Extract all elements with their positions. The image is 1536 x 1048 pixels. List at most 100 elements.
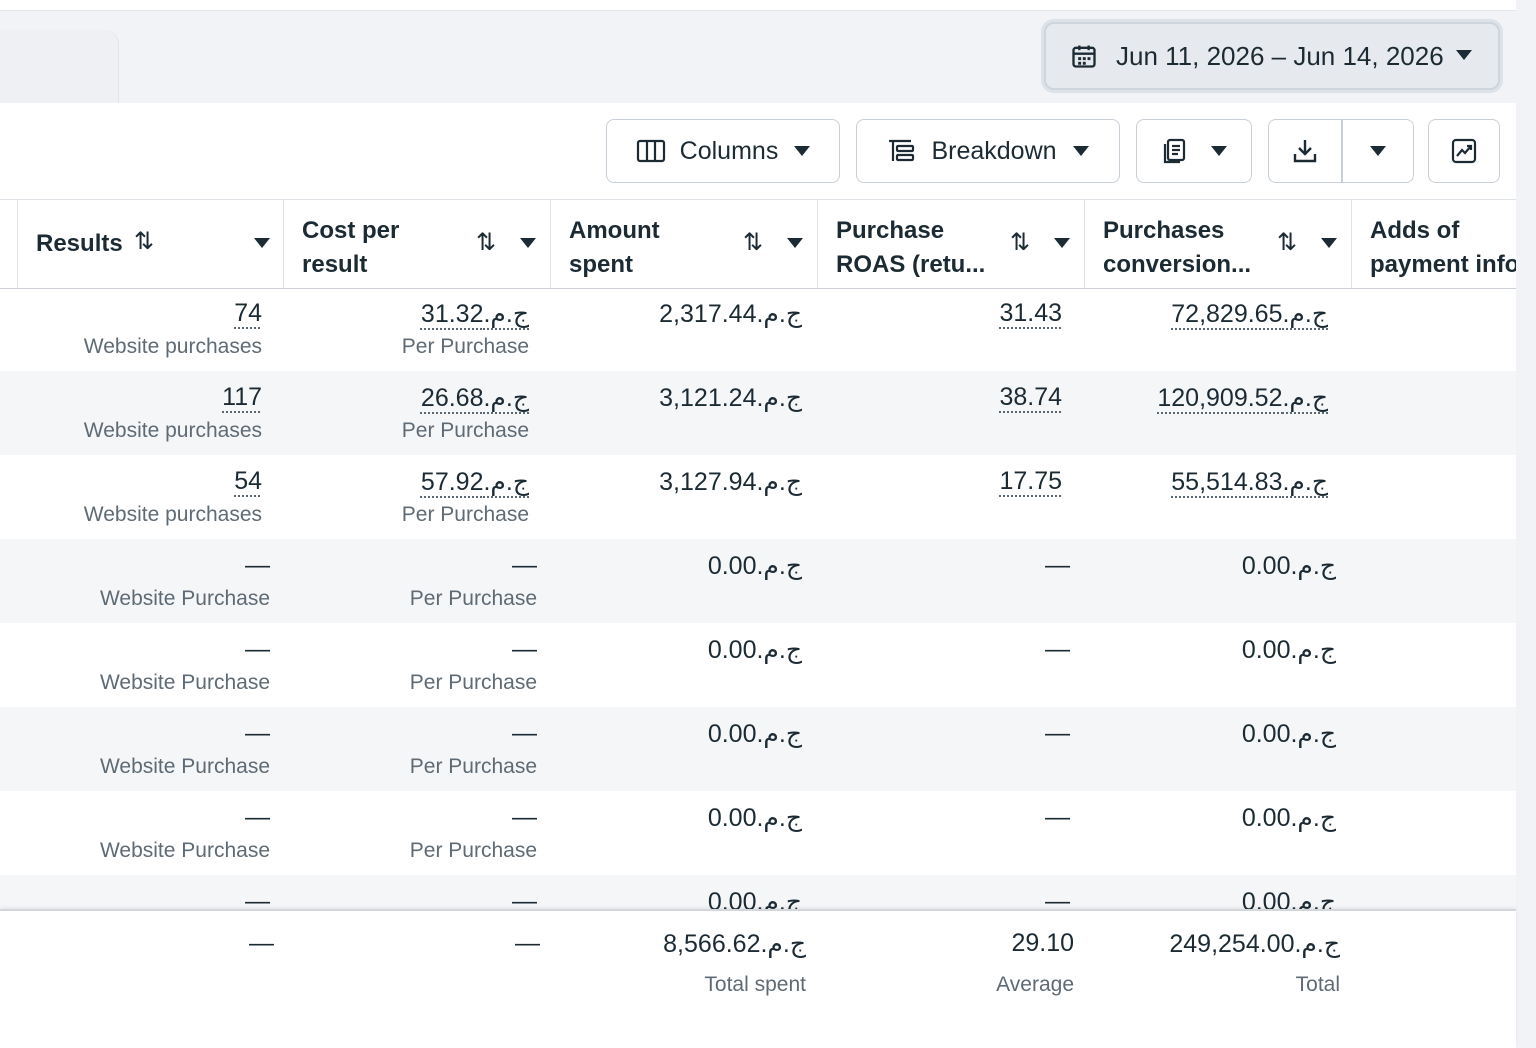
totals-row: — — 8,566.62ج.م.‏ Total spent 29.10 Aver…	[0, 909, 1516, 1048]
row-cost-per-result-caption: Per Purchase	[401, 503, 529, 526]
total-results: —	[249, 929, 274, 957]
column-title: Purchase ROAS (retu...	[836, 217, 986, 278]
column-header-adds-payment-info[interactable]: Adds of payment info	[1352, 200, 1516, 288]
row-results-caption: Website purchases	[83, 503, 262, 526]
sort-icon[interactable]: ⇅	[1010, 229, 1031, 256]
table-row[interactable]: 74 Website purchases 31.32ج.م.‏ Per Purchas…	[0, 287, 1516, 371]
row-cost-per-result-caption: Per Purchase	[409, 839, 537, 862]
row-cost-per-result[interactable]: 26.68ج.م.‏	[420, 384, 529, 412]
sort-icon[interactable]: ⇅	[1277, 229, 1298, 256]
row-results[interactable]: 117	[222, 383, 262, 411]
row-amount-spent: 0.00ج.م.‏	[707, 552, 802, 580]
row-cost-per-result[interactable]: 57.92ج.م.‏	[420, 468, 529, 496]
table-row[interactable]: — Website Purchase — Per Purchase 0.00ج.م.‏ —…	[0, 539, 1516, 623]
row-purchase-roas: —	[1045, 803, 1070, 831]
main-panel: Columns Breakdown	[0, 103, 1516, 1048]
row-cost-per-result: —	[512, 719, 537, 747]
row-purchases-conversion: 0.00ج.م.‏	[1241, 804, 1336, 832]
date-range-picker[interactable]: Jun 11, 2026 – Jun 14, 2026	[1044, 22, 1500, 90]
row-cost-per-result-caption: Per Purchase	[409, 587, 537, 610]
row-purchase-roas[interactable]: 38.74	[999, 383, 1062, 411]
caret-down-icon[interactable]	[787, 238, 803, 248]
table-row[interactable]: — Website Purchase — Per Purchase 0.00ج.م.‏ —…	[0, 707, 1516, 791]
column-header-cost-per-result[interactable]: Cost per result ⇅	[284, 200, 551, 288]
row-purchases-conversion[interactable]: 55,514.83ج.م.‏	[1171, 468, 1328, 496]
row-results: —	[245, 551, 270, 579]
top-header-strip	[0, 0, 1536, 11]
sort-icon[interactable]: ⇅	[743, 229, 764, 256]
row-purchase-roas: —	[1045, 887, 1070, 909]
chevron-down-icon	[794, 146, 811, 156]
sort-icon[interactable]: ⇅	[134, 228, 155, 255]
row-amount-spent: 2,317.44ج.م.‏	[659, 300, 802, 328]
row-purchase-roas: —	[1045, 635, 1070, 663]
column-header-amount-spent[interactable]: Amount spent ⇅	[551, 200, 818, 288]
total-cost-per-result: —	[515, 929, 540, 957]
column-header-partial	[0, 200, 18, 288]
row-results-caption: Website Purchase	[99, 755, 270, 778]
row-purchase-roas: —	[1045, 551, 1070, 579]
date-range-label: Jun 11, 2026 – Jun 14, 2026	[1116, 40, 1444, 71]
row-cost-per-result: —	[512, 635, 537, 663]
table-row[interactable]: 117 Website purchases 26.68ج.م.‏ Per Purcha…	[0, 371, 1516, 455]
column-header-purchase-roas[interactable]: Purchase ROAS (retu... ⇅	[818, 200, 1085, 288]
columns-button[interactable]: Columns	[606, 119, 840, 183]
breakdown-button[interactable]: Breakdown	[856, 119, 1120, 183]
table-row[interactable]: — Website Purchase — Per Purchase 0.00ج.م.‏ —…	[0, 623, 1516, 707]
caret-down-icon[interactable]	[1321, 238, 1337, 248]
row-purchases-conversion[interactable]: 72,829.65ج.م.‏	[1171, 300, 1328, 328]
caret-down-icon[interactable]	[254, 238, 270, 248]
row-purchase-roas[interactable]: 31.43	[999, 299, 1062, 327]
breakdown-label: Breakdown	[931, 136, 1057, 165]
table-row[interactable]: — Website Purchase — Per Purchase 0.00ج.م.‏ —…	[0, 791, 1516, 875]
row-amount-spent: 3,121.24ج.م.‏	[659, 384, 802, 412]
row-cost-per-result-caption: Per Purchase	[409, 671, 537, 694]
row-results[interactable]: 54	[234, 467, 262, 495]
download-icon	[1293, 140, 1317, 163]
row-purchase-roas[interactable]: 17.75	[999, 467, 1062, 495]
row-purchases-conversion[interactable]: 120,909.52ج.م.‏	[1157, 384, 1328, 412]
table-row[interactable]: — — 0.00ج.م.‏ — 0.00ج.م.‏	[0, 875, 1516, 909]
row-results: —	[245, 887, 270, 909]
row-purchases-conversion: 0.00ج.م.‏	[1241, 636, 1336, 664]
columns-icon	[636, 139, 665, 163]
calendar-icon	[1072, 45, 1096, 68]
table-row[interactable]: 54 Website purchases 57.92ج.م.‏ Per Purchas…	[0, 455, 1516, 539]
chevron-down-icon	[1211, 146, 1227, 156]
caret-down-icon[interactable]	[1054, 238, 1070, 248]
chevron-down-icon	[1456, 50, 1472, 60]
caret-down-icon[interactable]	[520, 238, 536, 248]
row-results[interactable]: 74	[234, 299, 262, 327]
export-split-button	[1268, 119, 1414, 183]
column-title: Adds of payment info	[1370, 217, 1516, 278]
charts-button[interactable]	[1428, 119, 1500, 183]
row-cost-per-result: —	[512, 803, 537, 831]
row-cost-per-result[interactable]: 31.32ج.م.‏	[420, 300, 529, 328]
reports-button[interactable]	[1136, 119, 1252, 183]
columns-label: Columns	[679, 136, 779, 165]
row-purchase-roas: —	[1045, 719, 1070, 747]
row-purchases-conversion: 0.00ج.م.‏	[1241, 888, 1336, 909]
row-results: —	[245, 803, 270, 831]
tab-partial[interactable]	[0, 30, 119, 106]
row-results-caption: Website purchases	[83, 335, 262, 358]
column-title: Results	[36, 230, 123, 257]
row-cost-per-result-caption: Per Purchase	[401, 335, 529, 358]
column-title: Purchases conversion...	[1103, 217, 1252, 278]
row-purchases-conversion: 0.00ج.م.‏	[1241, 720, 1336, 748]
scrollbar-gutter[interactable]	[1516, 0, 1536, 1046]
row-results-caption: Website Purchase	[99, 839, 270, 862]
column-header-results[interactable]: Results ⇅	[18, 200, 284, 288]
row-cost-per-result-caption: Per Purchase	[401, 419, 529, 442]
sort-icon[interactable]: ⇅	[476, 229, 497, 256]
breakdown-icon	[889, 139, 915, 162]
column-title: Cost per result	[302, 217, 400, 278]
column-header-purchases-conversion[interactable]: Purchases conversion... ⇅	[1085, 200, 1352, 288]
total-purchase-roas: 29.10	[1011, 929, 1074, 957]
row-amount-spent: 0.00ج.م.‏	[707, 720, 802, 748]
total-purchases-conversion-caption: Total	[1295, 973, 1340, 996]
row-results: —	[245, 635, 270, 663]
download-button[interactable]	[1269, 120, 1341, 182]
export-options-button[interactable]	[1343, 120, 1413, 182]
chevron-down-icon	[1370, 146, 1386, 156]
